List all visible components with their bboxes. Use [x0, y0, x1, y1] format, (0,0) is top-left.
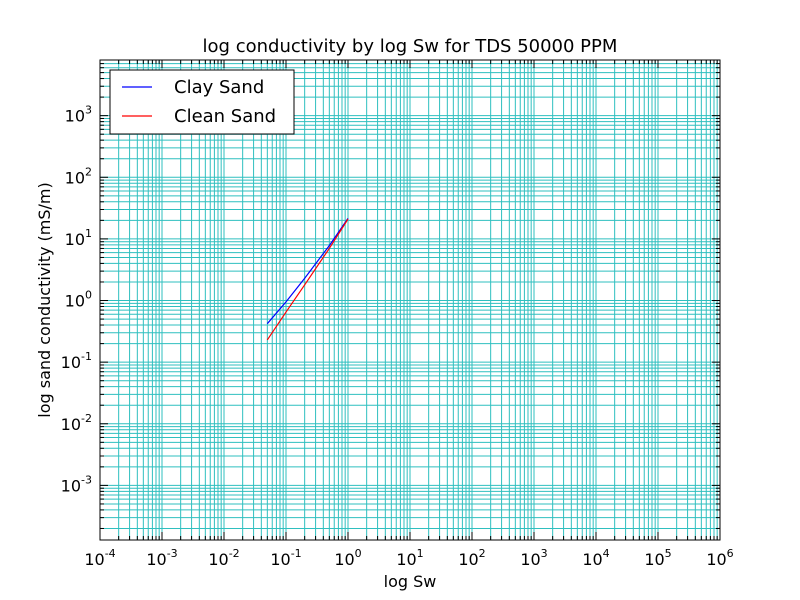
y-tick-label: 103: [65, 104, 92, 126]
series-line-clay-sand: [266, 218, 349, 325]
series-lines: [266, 218, 349, 341]
x-tick-label: 101: [396, 547, 423, 569]
x-tick-label: 10-4: [84, 547, 115, 569]
y-tick-label: 100: [65, 289, 92, 311]
legend-box: [109, 69, 295, 135]
x-axis-label: log Sw: [384, 572, 437, 591]
x-tick-label: 104: [582, 547, 609, 569]
legend: Clay Sand Clean Sand: [109, 69, 295, 135]
y-tick-label: 10-3: [61, 473, 92, 495]
y-tick-label: 10-2: [61, 412, 92, 434]
x-tick-label: 106: [706, 547, 733, 569]
y-axis-label: log sand conductivity (mS/m): [35, 182, 54, 417]
x-tick-label: 102: [458, 547, 485, 569]
x-tick-label: 105: [644, 547, 671, 569]
chart-title: log conductivity by log Sw for TDS 50000…: [203, 36, 618, 57]
axis-ticks: 10-4 10-3 10-2 10-1 100 101 102 103 104 105 106 10-…: [61, 59, 734, 569]
x-tick-label: 10-3: [146, 547, 177, 569]
legend-label-clay-sand: Clay Sand: [174, 77, 264, 98]
grid-lines: [99, 59, 720, 540]
y-tick-label: 10-1: [61, 350, 92, 372]
x-tick-label: 10-1: [270, 547, 301, 569]
x-tick-label: 100: [334, 547, 361, 569]
y-tick-label: 101: [65, 227, 92, 249]
x-tick-label: 103: [520, 547, 547, 569]
x-tick-label: 10-2: [208, 547, 239, 569]
legend-label-clean-sand: Clean Sand: [174, 106, 276, 127]
y-tick-label: 102: [65, 165, 92, 187]
series-line-clean-sand: [266, 218, 349, 341]
